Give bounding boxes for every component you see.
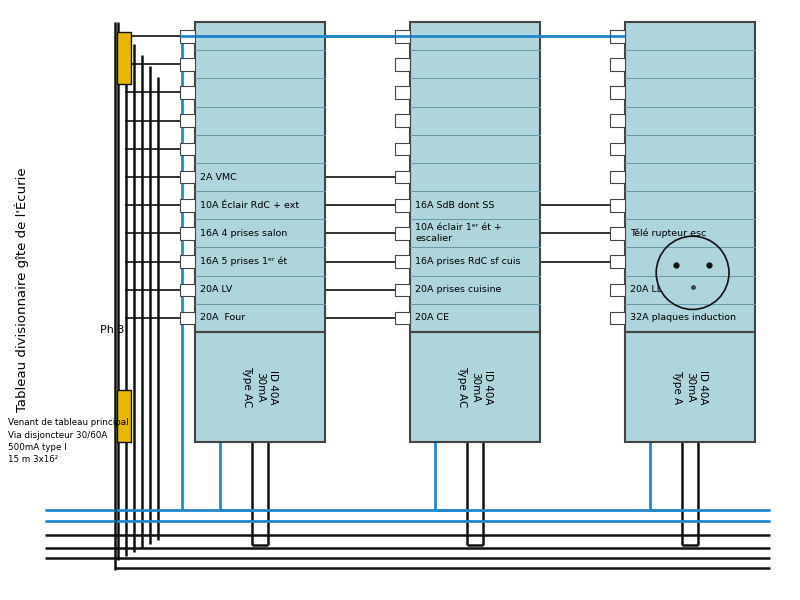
Text: ID 40A
30mA
Type A: ID 40A 30mA Type A bbox=[672, 370, 708, 404]
Text: 20A  Four: 20A Four bbox=[200, 313, 246, 322]
Bar bbox=[610, 86, 625, 99]
Text: Télé rupteur esc: Télé rupteur esc bbox=[630, 229, 706, 238]
Text: Ph 3: Ph 3 bbox=[100, 325, 124, 335]
Text: 10A Éclair RdC + ext: 10A Éclair RdC + ext bbox=[200, 200, 299, 209]
Bar bbox=[625, 22, 755, 332]
Bar bbox=[117, 390, 131, 442]
Bar bbox=[610, 143, 625, 155]
Bar bbox=[610, 199, 625, 212]
Text: 16A SdB dont SS: 16A SdB dont SS bbox=[415, 200, 494, 209]
Text: 20A LV: 20A LV bbox=[200, 285, 232, 294]
Bar bbox=[180, 30, 195, 43]
Bar bbox=[410, 22, 540, 332]
Bar bbox=[180, 199, 195, 212]
Bar bbox=[180, 143, 195, 155]
Bar bbox=[195, 332, 325, 442]
Bar bbox=[395, 58, 410, 71]
Bar bbox=[395, 30, 410, 43]
Bar bbox=[395, 227, 410, 240]
Bar bbox=[610, 30, 625, 43]
Bar bbox=[180, 227, 195, 240]
Bar bbox=[180, 115, 195, 127]
Bar bbox=[610, 256, 625, 268]
Bar bbox=[395, 199, 410, 212]
Bar bbox=[180, 86, 195, 99]
Bar bbox=[410, 332, 540, 442]
Bar bbox=[610, 171, 625, 184]
Text: 16A 5 prises 1ᵉʳ ét: 16A 5 prises 1ᵉʳ ét bbox=[200, 257, 287, 266]
Bar bbox=[395, 86, 410, 99]
Bar bbox=[117, 32, 131, 84]
Text: 20A CE: 20A CE bbox=[415, 313, 449, 322]
Bar bbox=[395, 115, 410, 127]
Bar bbox=[610, 58, 625, 71]
Text: Venant de tableau principal
Via disjoncteur 30/60A
500mA type I
15 m 3x16²: Venant de tableau principal Via disjonct… bbox=[8, 418, 129, 464]
Text: 16A 4 prises salon: 16A 4 prises salon bbox=[200, 229, 287, 238]
Bar bbox=[395, 143, 410, 155]
Bar bbox=[180, 284, 195, 296]
Text: 20A prises cuisine: 20A prises cuisine bbox=[415, 285, 502, 294]
Text: 2A VMC: 2A VMC bbox=[200, 173, 237, 181]
Bar bbox=[610, 312, 625, 325]
Text: ID 40A
30mA
Type AC: ID 40A 30mA Type AC bbox=[457, 367, 493, 407]
Bar bbox=[625, 332, 755, 442]
Bar bbox=[180, 256, 195, 268]
Bar bbox=[195, 22, 325, 332]
Bar bbox=[610, 227, 625, 240]
Bar bbox=[180, 58, 195, 71]
Bar bbox=[180, 312, 195, 325]
Text: 32A plaques induction: 32A plaques induction bbox=[630, 313, 736, 322]
Bar bbox=[395, 312, 410, 325]
Bar bbox=[395, 284, 410, 296]
Text: 10A éclair 1ᵉʳ ét +
escalier: 10A éclair 1ᵉʳ ét + escalier bbox=[415, 223, 502, 243]
Text: 20A LL: 20A LL bbox=[630, 285, 662, 294]
Bar bbox=[395, 256, 410, 268]
Bar bbox=[180, 171, 195, 184]
Text: 16A prises RdC sf cuis: 16A prises RdC sf cuis bbox=[415, 257, 521, 266]
Bar bbox=[395, 171, 410, 184]
Text: Tableau divisionnaire gîte de l'Écurie: Tableau divisionnaire gîte de l'Écurie bbox=[14, 167, 30, 412]
Bar bbox=[610, 284, 625, 296]
Text: ID 40A
30mA
Type AC: ID 40A 30mA Type AC bbox=[242, 367, 278, 407]
Bar bbox=[610, 115, 625, 127]
